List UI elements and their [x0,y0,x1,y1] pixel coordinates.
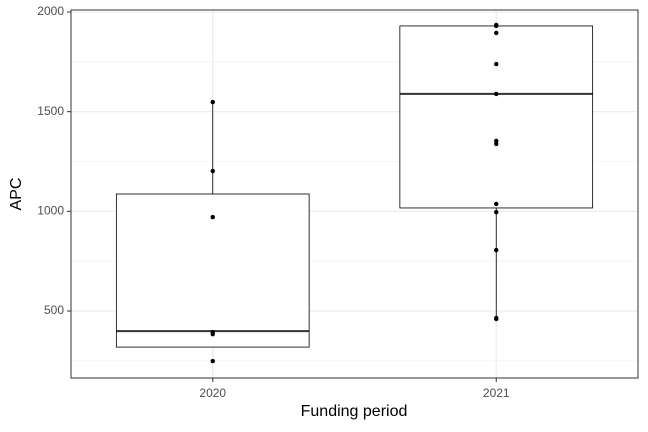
y-tick-label: 1000 [37,204,64,218]
data-point [494,316,499,322]
data-point [494,141,499,147]
data-point [210,99,215,105]
data-point [494,247,499,253]
y-axis-title: APC [8,178,25,211]
x-axis-title: Funding period [301,403,408,420]
y-tick-label: 2000 [37,4,64,18]
data-point [494,91,499,97]
data-point [210,331,215,337]
box [115,193,310,348]
box [399,25,594,209]
x-tick-label: 2020 [199,386,226,400]
y-tick-label: 1500 [37,104,64,118]
x-tick-label: 2021 [483,386,510,400]
data-point [494,30,499,36]
data-point [494,201,499,207]
data-point [494,61,499,67]
data-point [210,358,215,364]
data-point [494,209,499,215]
panel-border [70,9,639,379]
data-point [210,168,215,174]
data-point [210,214,215,220]
y-tick-label: 500 [44,303,64,317]
data-point [494,23,499,29]
